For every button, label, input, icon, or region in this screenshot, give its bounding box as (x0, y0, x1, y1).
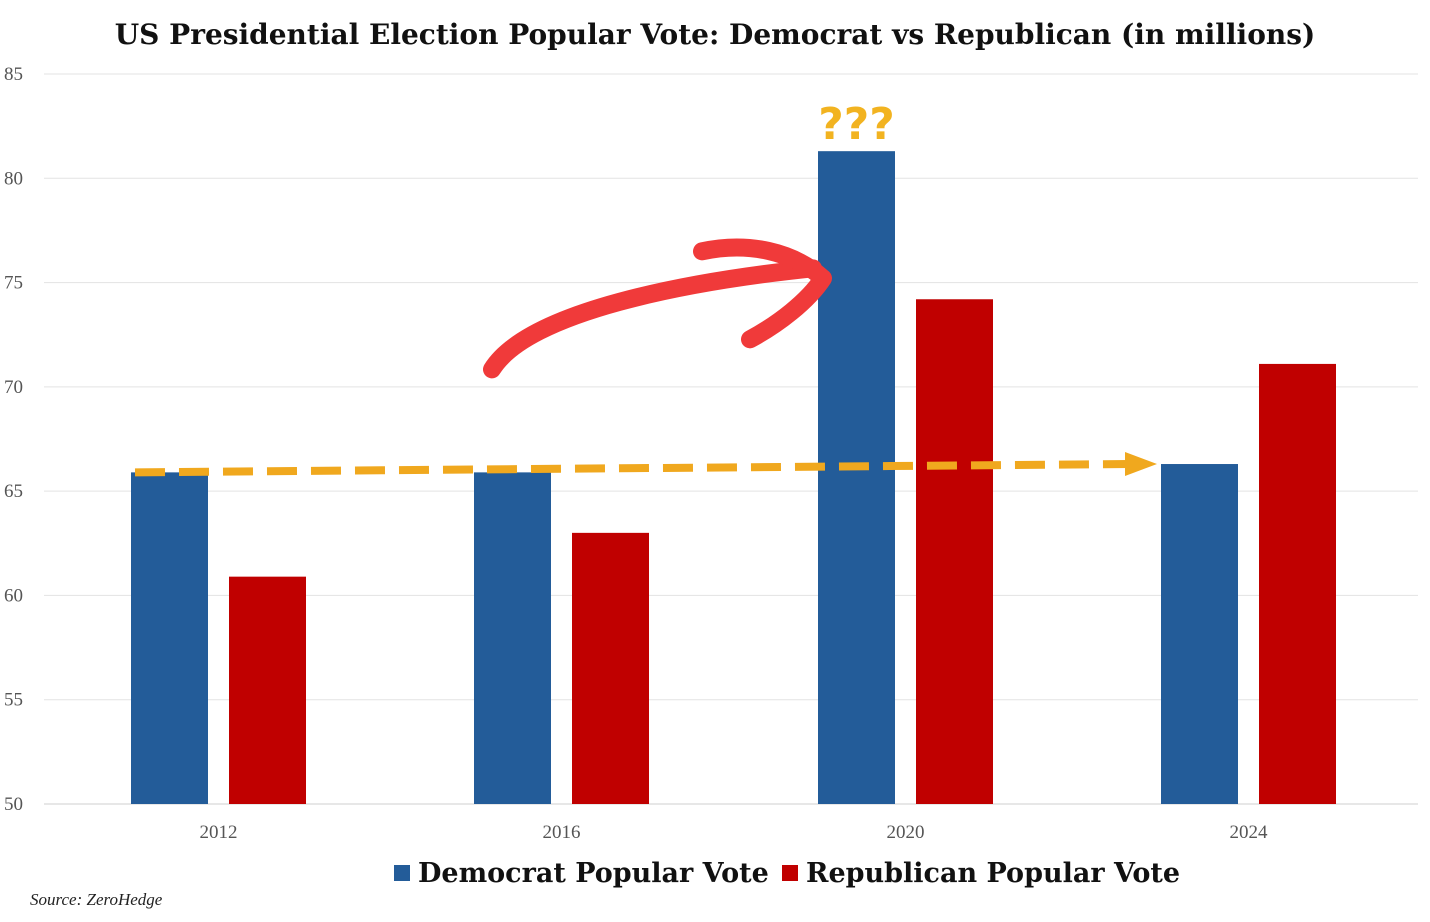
bar-republican-2024 (1259, 363, 1336, 804)
legend: Democrat Popular Vote Republican Popular … (394, 858, 1180, 889)
y-tick-label-75: 75 (4, 273, 23, 294)
question-marks-annotation: ??? (818, 99, 895, 150)
x-tick-label-2020: 2020 (887, 822, 925, 843)
y-tick-label-85: 85 (4, 64, 23, 85)
bar-republican-2020 (916, 299, 993, 804)
legend-label-republican: Republican Popular Vote (806, 858, 1180, 889)
y-axis-ticks: 50 55 60 65 70 75 80 85 (4, 64, 23, 815)
y-tick-label-80: 80 (4, 168, 23, 189)
y-tick-label-60: 60 (4, 585, 23, 606)
bar-democrat-2016 (474, 472, 551, 804)
bar-democrat-2012 (131, 472, 208, 804)
trend-dashed-line (134, 460, 1130, 477)
x-tick-label-2016: 2016 (543, 822, 581, 843)
annotations: ??? (134, 99, 1157, 477)
source-label: Source: ZeroHedge (30, 890, 163, 909)
bar-republican-2012 (229, 576, 306, 804)
y-tick-label-70: 70 (4, 377, 23, 398)
bar-democrat-2024 (1161, 464, 1238, 804)
x-tick-label-2012: 2012 (200, 822, 238, 843)
legend-label-democrat: Democrat Popular Vote (418, 858, 769, 889)
bar-democrat-2020 (818, 151, 895, 804)
y-tick-label-50: 50 (4, 794, 23, 815)
highlight-arrow-shaft (483, 259, 822, 379)
chart-title: US Presidential Election Popular Vote: D… (115, 18, 1316, 51)
y-tick-label-55: 55 (4, 690, 23, 711)
highlight-arrowhead (693, 238, 832, 349)
x-axis-ticks: 2012 2016 2020 2024 (200, 822, 1269, 843)
trend-arrowhead (1125, 452, 1157, 477)
y-tick-label-65: 65 (4, 481, 23, 502)
x-tick-label-2024: 2024 (1230, 822, 1269, 843)
legend-swatch-republican (782, 865, 798, 881)
legend-swatch-democrat (394, 865, 410, 881)
bars (131, 151, 1336, 804)
bar-republican-2016 (572, 532, 649, 804)
